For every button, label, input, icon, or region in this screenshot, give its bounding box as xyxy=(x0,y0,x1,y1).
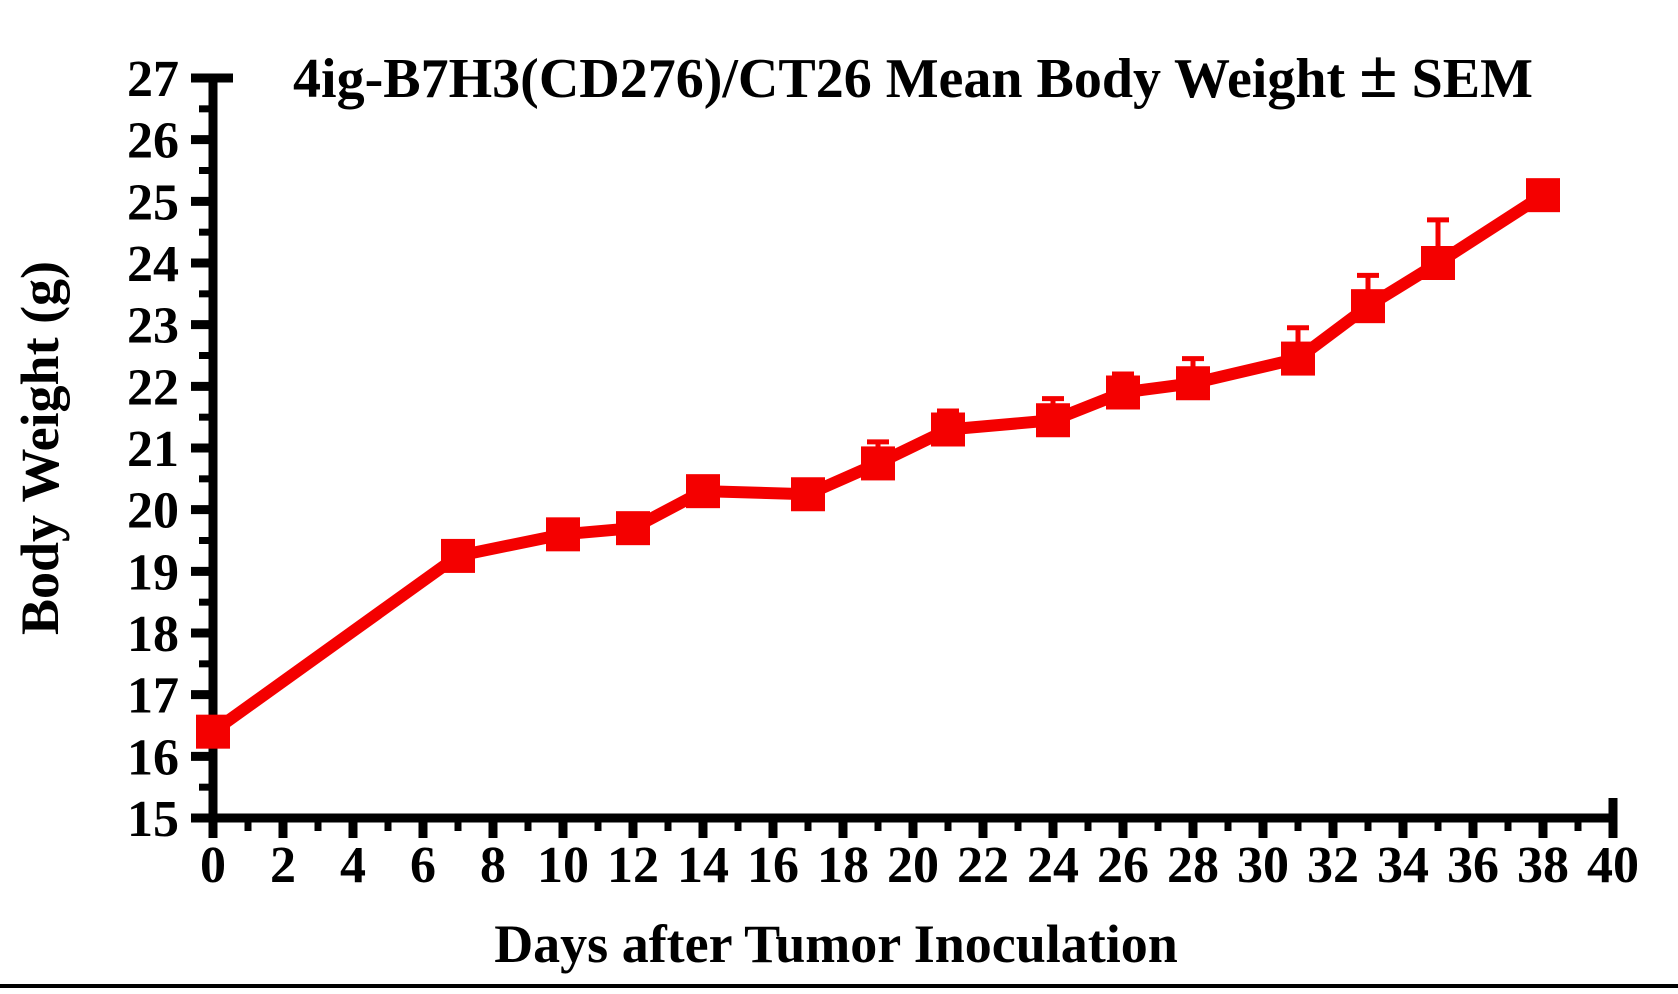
y-tick-label: 24 xyxy=(127,236,179,293)
y-tick-label: 20 xyxy=(127,483,179,540)
x-tick-label: 2 xyxy=(270,837,296,894)
data-point-marker xyxy=(1281,341,1315,376)
x-tick-label: 24 xyxy=(1027,837,1079,894)
data-point-marker xyxy=(686,474,720,509)
y-tick-label: 25 xyxy=(127,174,179,231)
data-point-marker xyxy=(441,538,475,573)
x-tick-label: 18 xyxy=(817,837,869,894)
x-tick-label: 4 xyxy=(340,837,366,894)
data-point-marker xyxy=(861,446,895,481)
y-tick-label: 16 xyxy=(127,729,179,786)
y-tick-label: 27 xyxy=(127,51,179,108)
x-tick-label: 36 xyxy=(1447,837,1499,894)
x-tick-label: 20 xyxy=(887,837,939,894)
data-point-marker xyxy=(1351,289,1385,324)
data-point-marker xyxy=(616,511,650,546)
chart-title: 4ig-B7H3(CD276)/CT26 Mean Body Weight ± … xyxy=(293,36,1533,113)
x-tick-label: 38 xyxy=(1517,837,1569,894)
x-tick-label: 8 xyxy=(480,837,506,894)
x-tick-label: 34 xyxy=(1377,837,1429,894)
y-tick-label: 22 xyxy=(127,359,179,416)
bottom-border-line xyxy=(0,984,1678,988)
x-tick-label: 0 xyxy=(200,837,226,894)
x-tick-label: 6 xyxy=(410,837,436,894)
data-point-marker xyxy=(1036,403,1070,438)
x-axis-title: Days after Tumor Inoculation xyxy=(494,914,1178,974)
x-tick-label: 40 xyxy=(1587,837,1639,894)
x-tick-label: 22 xyxy=(957,837,1009,894)
x-tick-label: 16 xyxy=(747,837,799,894)
x-tick-label: 12 xyxy=(607,837,659,894)
y-tick-label: 21 xyxy=(127,421,179,478)
data-point-marker xyxy=(1176,366,1210,401)
series-group xyxy=(196,178,1560,749)
x-tick-label: 26 xyxy=(1097,837,1149,894)
data-point-marker xyxy=(546,517,580,552)
y-tick-label: 15 xyxy=(127,791,179,848)
data-point-marker xyxy=(1526,178,1560,213)
data-point-marker xyxy=(931,412,965,447)
x-tick-label: 28 xyxy=(1167,837,1219,894)
y-axis-title: Body Weight (g) xyxy=(10,261,70,635)
x-tick-label: 30 xyxy=(1237,837,1289,894)
y-tick-label: 18 xyxy=(127,606,179,663)
y-tick-label: 17 xyxy=(127,668,179,725)
x-tick-label: 10 xyxy=(537,837,589,894)
data-point-marker xyxy=(1106,375,1140,410)
ticks-group xyxy=(191,73,1618,838)
y-tick-label: 26 xyxy=(127,113,179,170)
x-tick-label: 14 xyxy=(677,837,729,894)
y-tick-label: 23 xyxy=(127,298,179,355)
data-point-marker xyxy=(196,714,230,749)
data-point-marker xyxy=(1421,246,1455,280)
y-tick-label: 19 xyxy=(127,544,179,601)
x-tick-label: 32 xyxy=(1307,837,1359,894)
data-point-marker xyxy=(791,477,825,512)
